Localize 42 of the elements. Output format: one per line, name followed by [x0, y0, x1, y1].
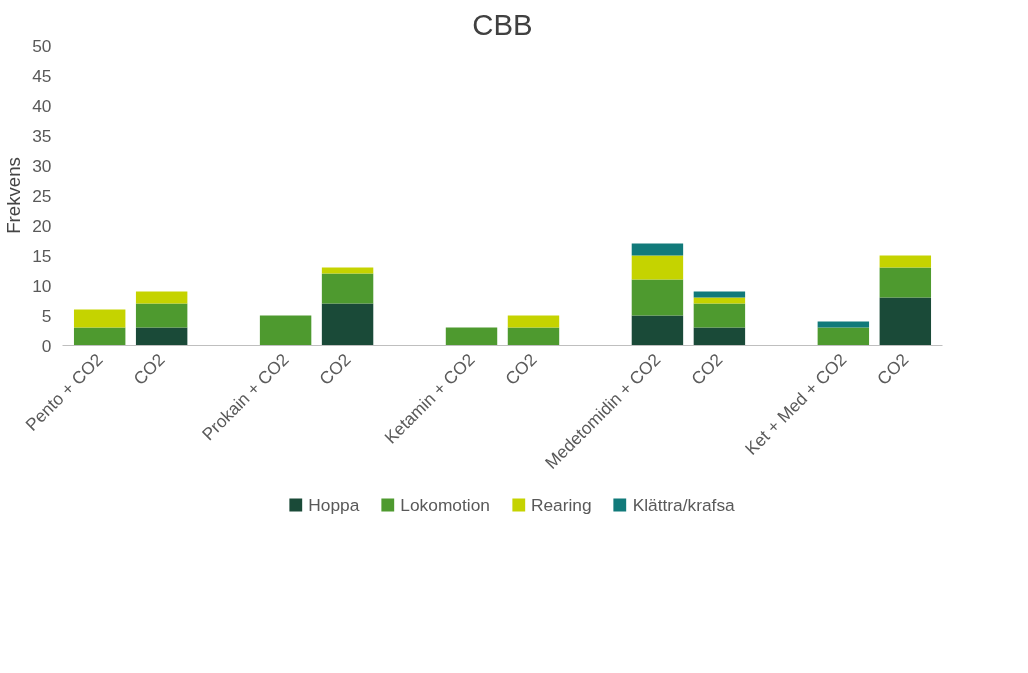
chart-title: CBB	[472, 7, 533, 41]
bar	[693, 327, 746, 346]
bar	[135, 327, 188, 346]
legend-label: Rearing	[530, 494, 592, 515]
bar	[259, 315, 312, 346]
bar	[693, 303, 746, 328]
bar	[693, 297, 746, 304]
bar	[631, 255, 684, 280]
bar	[445, 327, 498, 346]
y-tick-label: 30	[32, 155, 52, 176]
y-tick-label: 45	[32, 65, 52, 86]
y-tick-label: 25	[32, 185, 52, 206]
bar	[817, 327, 870, 346]
bar	[321, 303, 374, 346]
bar	[693, 291, 746, 298]
legend-label: Lokomotion	[400, 494, 490, 515]
y-tick-label: 20	[32, 215, 52, 236]
y-axis-title: Frekvens	[3, 157, 25, 234]
bar	[631, 243, 684, 256]
bar	[631, 279, 684, 316]
y-tick-label: 10	[32, 275, 52, 296]
bar	[321, 267, 374, 274]
bar	[879, 255, 932, 268]
y-tick-label: 15	[32, 245, 52, 266]
bar	[879, 297, 932, 346]
y-tick-label: 0	[41, 335, 52, 356]
bar	[631, 315, 684, 346]
legend-label: Klättra/krafsa	[632, 494, 735, 515]
bar	[73, 327, 126, 346]
y-tick-label: 40	[32, 95, 52, 116]
legend-label: Hoppa	[308, 494, 360, 515]
bar	[321, 273, 374, 304]
bar	[73, 309, 126, 328]
bar	[507, 327, 560, 346]
bar	[135, 291, 188, 304]
y-tick-label: 50	[32, 35, 52, 56]
bar	[879, 267, 932, 298]
bar	[507, 315, 560, 328]
bar	[135, 303, 188, 328]
bar	[817, 321, 870, 328]
y-tick-label: 5	[41, 305, 52, 326]
y-tick-label: 35	[32, 125, 52, 146]
